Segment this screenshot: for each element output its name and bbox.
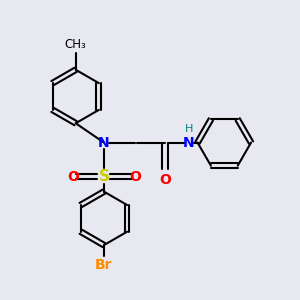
Text: N: N	[98, 136, 110, 150]
Text: O: O	[129, 170, 141, 184]
Text: H: H	[184, 124, 193, 134]
Text: CH₃: CH₃	[65, 38, 87, 51]
Text: N: N	[183, 136, 194, 150]
Text: O: O	[159, 173, 171, 187]
Text: S: S	[98, 169, 110, 184]
Text: Br: Br	[95, 258, 113, 272]
Text: O: O	[67, 170, 79, 184]
